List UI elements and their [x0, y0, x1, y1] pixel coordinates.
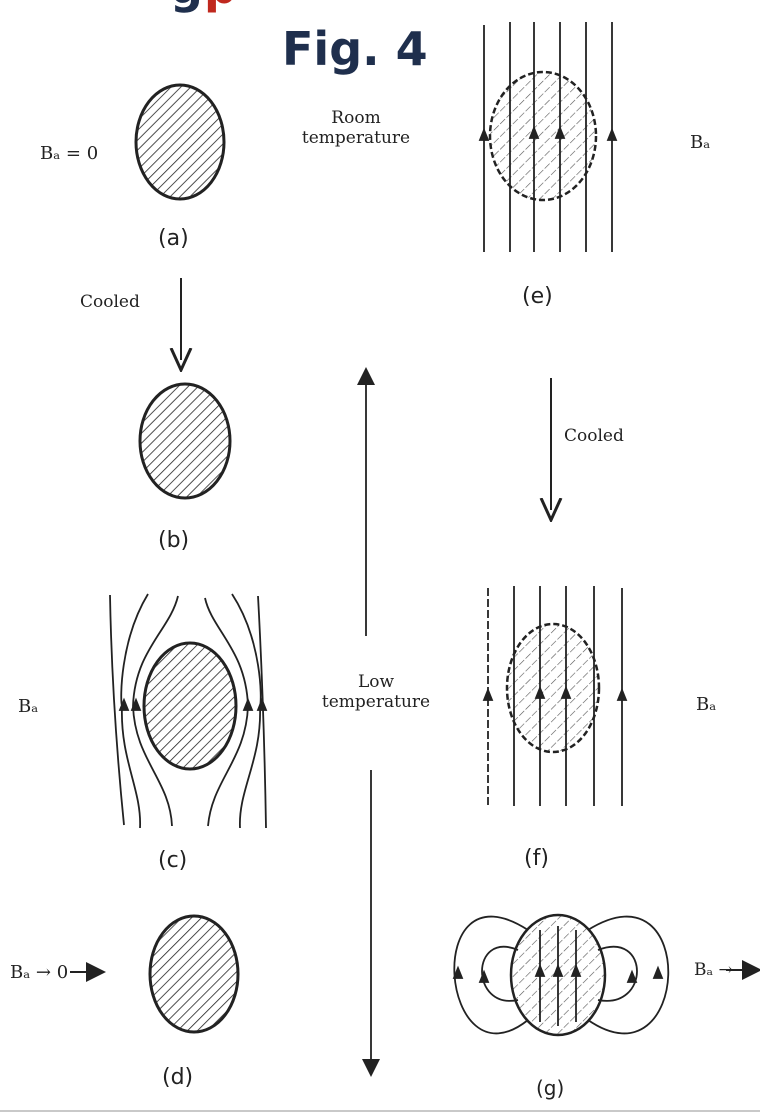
room-temperature-line-2: temperature [301, 128, 411, 148]
field-label-c: Bₐ [18, 696, 39, 717]
field-label-d: Bₐ → 0 [10, 962, 69, 983]
room-temperature-label: Room temperature [276, 108, 436, 148]
caption-c: (c) [158, 848, 188, 873]
sample-e-field-penetration [478, 22, 618, 252]
sample-f-field-penetration [482, 586, 628, 806]
sample-g-trapped-flux [452, 913, 670, 1037]
banner-heading-start: g [170, 0, 204, 14]
banner-heading-accent: p [204, 0, 238, 14]
low-temperature-label: Low temperature [296, 672, 456, 712]
bottom-divider [0, 1110, 760, 1112]
caption-a: (a) [158, 226, 189, 251]
cooled-label-left: Cooled [80, 292, 140, 312]
banner-heading: gp [170, 0, 630, 14]
low-temperature-line-2: temperature [321, 692, 431, 712]
sample-c-field-expulsion [109, 593, 268, 829]
caption-g: (g) [536, 1076, 565, 1100]
caption-d: (d) [162, 1065, 194, 1090]
figure-title: Fig. 4 [282, 22, 428, 76]
field-label-f: Bₐ [696, 694, 717, 715]
caption-b: (b) [158, 528, 190, 553]
sample-b [138, 382, 232, 500]
caption-e: (e) [522, 284, 553, 309]
field-label-a: Bₐ = 0 [40, 143, 99, 164]
low-temperature-line-1: Low [357, 672, 395, 692]
sample-d [148, 914, 240, 1034]
room-temperature-line-1: Room [331, 108, 381, 128]
field-label-e: Bₐ [690, 132, 711, 153]
field-label-g: Bₐ → [694, 960, 733, 980]
cooled-label-right: Cooled [564, 426, 624, 446]
caption-f: (f) [524, 846, 549, 871]
sample-a [134, 83, 226, 201]
